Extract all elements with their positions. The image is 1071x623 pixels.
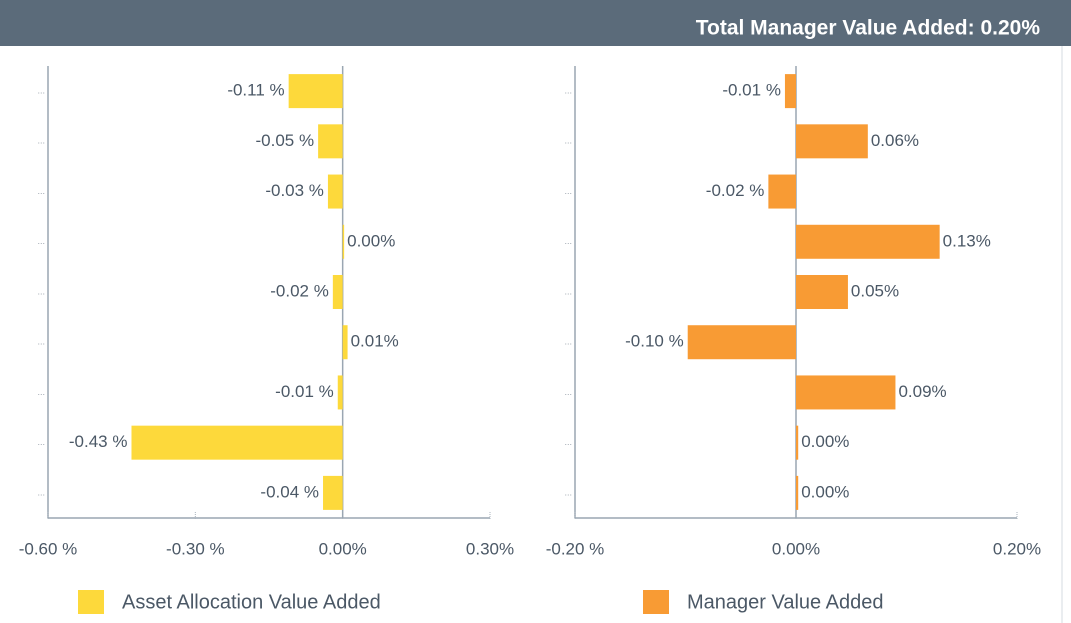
value-label: 0.00%: [801, 482, 849, 501]
bar: [796, 425, 799, 460]
bar: [318, 124, 343, 159]
bar: [687, 325, 796, 360]
x-tick-label: -0.20 %: [546, 539, 605, 558]
x-tick-label: 0.30%: [466, 539, 514, 558]
y-tick-label: ...: [564, 387, 572, 397]
y-tick-label: ...: [564, 437, 572, 447]
value-label: 0.06%: [871, 131, 919, 150]
value-label: 0.05%: [851, 281, 899, 300]
y-tick-label: ...: [37, 85, 45, 95]
bar: [342, 325, 348, 360]
value-label: -0.01 %: [275, 382, 334, 401]
value-label: -0.02 %: [270, 281, 329, 300]
y-tick-label: ...: [37, 487, 45, 497]
y-tick-label: ...: [37, 337, 45, 347]
x-tick-label: 0.20%: [993, 539, 1041, 558]
bar: [342, 224, 345, 259]
x-tick-label: -0.60 %: [19, 539, 78, 558]
header-bar: [0, 0, 1071, 46]
bar: [327, 174, 343, 209]
legend-swatch: [643, 590, 669, 614]
value-label: 0.00%: [347, 231, 395, 250]
bar: [323, 475, 343, 510]
y-tick-label: ...: [564, 85, 572, 95]
y-tick-label: ...: [37, 286, 45, 296]
y-tick-label: ...: [564, 186, 572, 196]
legend-swatch: [78, 590, 104, 614]
y-tick-label: ...: [37, 186, 45, 196]
y-tick-label: ...: [564, 487, 572, 497]
bar: [332, 275, 343, 309]
bar: [337, 375, 343, 410]
value-label: -0.11 %: [227, 81, 284, 100]
value-label: -0.43 %: [69, 432, 128, 451]
bar: [796, 275, 848, 309]
bar: [796, 124, 868, 159]
value-label: -0.01 %: [722, 81, 781, 100]
legend-label: Asset Allocation Value Added: [122, 591, 381, 613]
y-tick-label: ...: [564, 286, 572, 296]
x-tick-label: -0.30 %: [166, 539, 225, 558]
value-label: -0.03 %: [265, 181, 324, 200]
value-label: -0.04 %: [260, 482, 319, 501]
value-label: 0.13%: [943, 231, 991, 250]
bar: [796, 375, 896, 410]
bar: [796, 224, 940, 259]
bar: [784, 74, 796, 109]
value-label: 0.00%: [801, 432, 849, 451]
y-tick-label: ...: [37, 136, 45, 146]
bar: [131, 425, 343, 460]
x-tick-label: 0.00%: [772, 539, 820, 558]
value-label: -0.02 %: [706, 181, 765, 200]
bar: [768, 174, 796, 209]
value-label: -0.05 %: [256, 131, 315, 150]
y-tick-label: ...: [37, 236, 45, 246]
header-title: Total Manager Value Added: 0.20%: [696, 17, 1041, 40]
value-label: 0.09%: [898, 382, 946, 401]
value-label: -0.10 %: [625, 332, 684, 351]
x-tick-label: 0.00%: [319, 539, 367, 558]
y-tick-label: ...: [37, 387, 45, 397]
y-tick-label: ...: [564, 236, 572, 246]
legend-label: Manager Value Added: [687, 591, 883, 613]
value-label: 0.01%: [351, 332, 399, 351]
y-tick-label: ...: [564, 136, 572, 146]
y-tick-label: ...: [37, 437, 45, 447]
bar: [796, 475, 799, 510]
y-tick-label: ...: [564, 337, 572, 347]
bar: [288, 74, 343, 109]
